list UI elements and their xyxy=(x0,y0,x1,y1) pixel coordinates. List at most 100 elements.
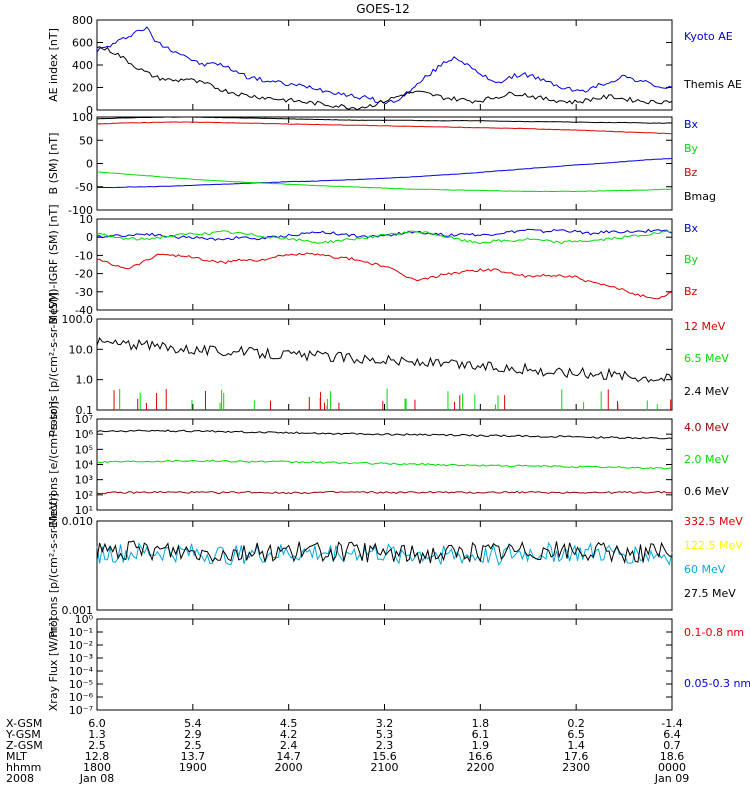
x-tick-label: 18.6 xyxy=(660,750,685,763)
x-tick-label: 2100 xyxy=(371,761,399,774)
series-line xyxy=(96,541,673,566)
x-tick-label: Jan 08 xyxy=(79,772,114,785)
x-tick-label: 2.5 xyxy=(88,739,106,752)
y-tick-label: 100 xyxy=(72,111,93,124)
series-line xyxy=(96,336,673,383)
y-tick-label: 10⁻⁷ xyxy=(69,704,93,717)
series-line xyxy=(96,459,673,470)
x-tick-label: 1.8 xyxy=(472,717,490,730)
panel-frame xyxy=(96,618,673,711)
series-line xyxy=(97,157,673,189)
y-tick-label: 0 xyxy=(86,104,93,117)
series-line xyxy=(96,540,673,565)
y-tick-label: 10³ xyxy=(75,474,93,487)
y-tick-label: 0 xyxy=(86,231,93,244)
x-row-label: 2008 xyxy=(6,772,34,785)
panel-frame xyxy=(96,418,673,511)
legend-entry: 12 MeV xyxy=(684,320,726,333)
x-row-label: hhmm xyxy=(6,761,41,774)
x-tick-label: 2200 xyxy=(466,761,494,774)
panel-frame xyxy=(96,116,673,211)
y-tick-label: 10⁵ xyxy=(75,443,93,456)
x-tick-label: 1800 xyxy=(83,761,111,774)
y-tick-label: 10¹ xyxy=(75,504,93,517)
legend-entry: 4.0 MeV xyxy=(684,421,729,434)
x-tick-label: 2.5 xyxy=(184,739,202,752)
x-tick-label: 1.4 xyxy=(567,739,585,752)
y-tick-label: 10⁻¹ xyxy=(69,626,93,639)
series-line xyxy=(96,121,673,135)
legend-entry: 122.5 MeV xyxy=(684,539,743,552)
x-tick-label: 6.5 xyxy=(567,728,585,741)
y-axis-label: Xray Flux [W/m²] xyxy=(47,618,60,711)
x-tick-label: 15.6 xyxy=(372,750,397,763)
y-tick-label: 10² xyxy=(75,489,93,502)
legend-entry: Kyoto AE xyxy=(684,30,733,43)
x-tick-label: 2300 xyxy=(562,761,590,774)
y-tick-label: 100.0 xyxy=(62,313,94,326)
y-tick-label: 600 xyxy=(72,37,93,50)
legend-entry: Bx xyxy=(684,118,699,131)
series-line xyxy=(97,171,673,193)
legend-entry: Bmag xyxy=(684,190,716,203)
legend-entry: 27.5 MeV xyxy=(684,587,736,600)
y-tick-label: 200 xyxy=(72,82,93,95)
y-tick-label: 10⁰ xyxy=(75,613,94,626)
y-tick-label: 10⁻² xyxy=(69,639,93,652)
y-tick-label: 10⁷ xyxy=(75,413,93,426)
legend-entry: Bz xyxy=(684,166,698,179)
y-axis-label: Electrons [e/(cm²-s-sr)] xyxy=(47,401,60,528)
y-tick-label: 10⁻⁶ xyxy=(69,691,94,704)
series-line xyxy=(96,46,673,111)
x-tick-label: 6.4 xyxy=(663,728,681,741)
y-axis-label: B (SM)-IGRF (SM) [nT] xyxy=(47,204,60,324)
panel-frame xyxy=(96,520,673,611)
legend-entry: 0.6 MeV xyxy=(684,485,729,498)
plot-title: GOES-12 xyxy=(356,2,410,16)
series-line xyxy=(96,252,673,300)
x-tick-label: 1.3 xyxy=(88,728,106,741)
legend-entry: 0.05-0.3 nm xyxy=(684,677,750,690)
legend-entry: By xyxy=(684,253,699,266)
legend-entry: 2.0 MeV xyxy=(684,453,729,466)
x-tick-label: 1.9 xyxy=(472,739,490,752)
y-tick-label: -10 xyxy=(75,249,93,262)
panel-frame xyxy=(96,19,673,111)
y-tick-label: 0.1 xyxy=(76,404,94,417)
legend-entry: 6.5 MeV xyxy=(684,352,729,365)
y-tick-label: 10 xyxy=(79,213,93,226)
x-tick-label: 3.2 xyxy=(376,717,394,730)
legend-entry: 60 MeV xyxy=(684,563,726,576)
legend-entry: 332.5 MeV xyxy=(684,515,743,528)
x-row-label: X-GSM xyxy=(6,717,42,730)
x-tick-label: 13.7 xyxy=(181,750,206,763)
x-tick-label: 12.8 xyxy=(85,750,110,763)
y-tick-label: 0 xyxy=(86,158,93,171)
x-tick-label: 5.3 xyxy=(376,728,394,741)
x-row-label: Y-GSM xyxy=(5,728,41,741)
x-tick-label: Jan 09 xyxy=(654,772,689,785)
legend-entry: Bx xyxy=(684,222,699,235)
x-tick-label: 2.3 xyxy=(376,739,394,752)
y-tick-label: 50 xyxy=(79,134,93,147)
y-axis-label: AE index [nT] xyxy=(47,28,60,102)
legend-entry: 2.4 MeV xyxy=(684,385,729,398)
y-tick-label: 10⁻⁵ xyxy=(69,678,93,691)
series-line xyxy=(96,429,673,440)
legend-entry: By xyxy=(684,142,699,155)
x-tick-label: 2.4 xyxy=(280,739,298,752)
y-tick-label: 1.0 xyxy=(76,374,94,387)
legend-entry: Bz xyxy=(684,285,698,298)
y-tick-label: 10⁻³ xyxy=(69,652,93,665)
x-tick-label: 6.1 xyxy=(472,728,490,741)
y-axis-label: B (SM) [nT] xyxy=(47,133,60,195)
y-axis-label: Protons [p/(cm²-s-sr-MeV)] xyxy=(47,292,60,437)
y-tick-label: 800 xyxy=(72,14,93,27)
panel-frame xyxy=(96,318,673,411)
x-tick-label: 17.6 xyxy=(564,750,589,763)
y-tick-label: 10⁻⁴ xyxy=(69,665,94,678)
x-tick-label: 5.4 xyxy=(184,717,202,730)
x-tick-label: 1900 xyxy=(179,761,207,774)
